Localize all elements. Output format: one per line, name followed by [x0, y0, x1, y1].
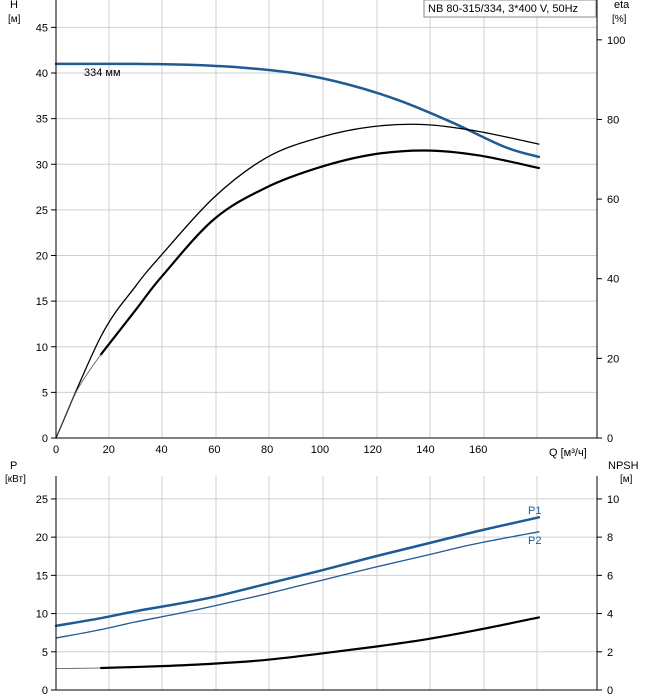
grid-layer [55, 0, 598, 691]
y-left-label-p: P [10, 460, 17, 472]
bottom-right-tick-label-10: 10 [607, 494, 619, 506]
bottom-series-0-P1 [54, 516, 541, 628]
x-axis-label: Q [м³/ч] [549, 447, 587, 459]
x-tick-label-40: 40 [155, 444, 167, 456]
x-tick-label-160: 160 [469, 444, 487, 456]
top-series-0-334-мм [54, 62, 541, 159]
x-tick-label-140: 140 [416, 444, 434, 456]
top-right-tick-label-0: 0 [607, 433, 613, 445]
top-right-tick-label-60: 60 [607, 194, 619, 206]
bottom-left-tick-label-0: 0 [42, 685, 48, 697]
x-tick-label-0: 0 [53, 444, 59, 456]
bottom-left-tick-label-25: 25 [36, 494, 48, 506]
top-series-2 [99, 149, 540, 356]
top-left-tick-label-5: 5 [42, 387, 48, 399]
y-right-unit-npsh: [м] [620, 474, 633, 485]
y-left-label-h: H [10, 0, 18, 11]
x-tick-label-100: 100 [311, 444, 329, 456]
top-series-3 [55, 354, 102, 439]
bottom-series-3 [55, 667, 102, 669]
curve-layer [54, 62, 541, 670]
top-right-tick-label-40: 40 [607, 274, 619, 286]
top-right-tick-label-100: 100 [607, 35, 625, 47]
y-right-label-eta: eta [614, 0, 630, 11]
top-series-1 [55, 123, 540, 439]
chart-title: NB 80-315/334, 3*400 V, 50Hz [428, 3, 578, 15]
bottom-series-1-P2 [55, 531, 540, 639]
y-left-unit-p: [кВт] [5, 474, 26, 485]
bottom-series-2 [99, 616, 540, 670]
chart-title-box [423, 0, 597, 18]
top-left-tick-label-30: 30 [36, 159, 48, 171]
bottom-right-tick-label-8: 8 [607, 532, 613, 544]
top-left-tick-label-15: 15 [36, 296, 48, 308]
top-left-tick-label-20: 20 [36, 251, 48, 263]
bottom-right-tick-label-4: 4 [607, 609, 613, 621]
bottom-right-tick-label-6: 6 [607, 570, 613, 582]
top-left-tick-label-10: 10 [36, 342, 48, 354]
bottom-right-tick-label-0: 0 [607, 685, 613, 697]
bottom-left-tick-label-5: 5 [42, 647, 48, 659]
y-right-unit-eta: [%] [612, 14, 627, 25]
x-tick-label-80: 80 [261, 444, 273, 456]
bottom-left-tick-label-10: 10 [36, 609, 48, 621]
top-right-tick-label-80: 80 [607, 114, 619, 126]
bottom-right-tick-label-2: 2 [607, 647, 613, 659]
bottom-left-tick-label-15: 15 [36, 570, 48, 582]
top-left-tick-label-0: 0 [42, 433, 48, 445]
top-left-tick-label-35: 35 [36, 114, 48, 126]
curve-label-334mm: 334 мм [84, 67, 121, 79]
axis-layer [51, 0, 602, 691]
top-right-tick-label-20: 20 [607, 353, 619, 365]
y-left-unit-h: [м] [8, 14, 21, 25]
x-tick-label-60: 60 [208, 444, 220, 456]
top-left-tick-label-40: 40 [36, 68, 48, 80]
x-tick-label-20: 20 [103, 444, 115, 456]
bottom-left-tick-label-20: 20 [36, 532, 48, 544]
top-left-tick-label-45: 45 [36, 22, 48, 34]
y-right-label-npsh: NPSH [608, 460, 639, 472]
curve-label-p2: P2 [528, 535, 541, 547]
x-tick-label-120: 120 [364, 444, 382, 456]
curve-label-p1: P1 [528, 505, 541, 517]
top-left-tick-label-25: 25 [36, 205, 48, 217]
